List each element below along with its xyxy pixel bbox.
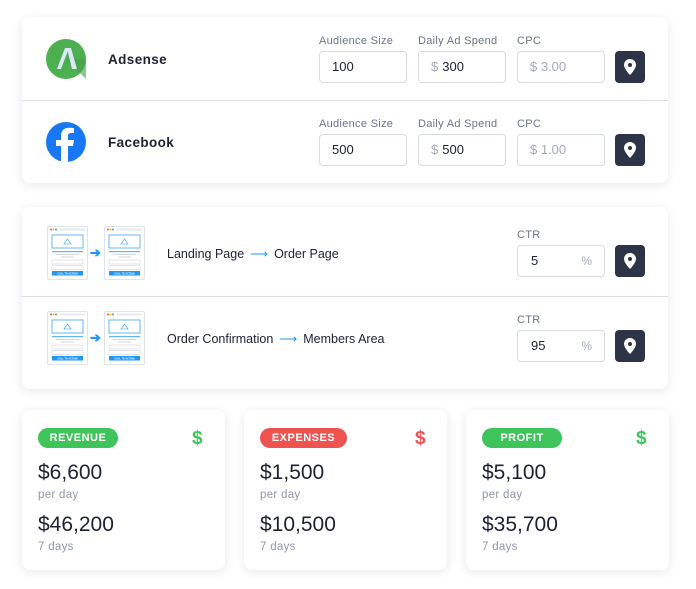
cta-label: CALL TO ACTION	[114, 358, 134, 361]
cpc-value: $ 3.00	[530, 59, 567, 74]
location-pin-button[interactable]	[615, 330, 645, 362]
page-mockup-image: CALL TO ACTION	[107, 228, 142, 276]
daily-ad-spend-label: Daily Ad Spend	[418, 118, 498, 130]
ctr-input[interactable]: 95%	[517, 330, 605, 362]
page-mockup-thumbnail: CALL TO ACTION	[47, 311, 88, 365]
spend-value: 500	[442, 142, 464, 157]
ctr-value: 5	[531, 253, 539, 268]
page-mockup-image: CALL TO ACTION	[50, 228, 85, 276]
weekly-amount: $46,200	[38, 513, 114, 536]
ctr-input[interactable]: 5%	[517, 245, 605, 277]
arrow-icon: ➔	[90, 245, 101, 260]
adsense-icon	[46, 39, 86, 79]
funnel-step-label: Landing Page ⟶ Order Page	[167, 246, 339, 261]
percent-suffix: %	[581, 254, 592, 268]
cpc-label: CPC	[517, 118, 542, 130]
page-mockup-thumbnail: CALL TO ACTION	[104, 311, 145, 365]
map-pin-icon	[624, 338, 636, 354]
daily-amount: $6,600	[38, 461, 103, 484]
weekly-label: 7 days	[260, 541, 296, 553]
daily-label: per day	[260, 489, 301, 501]
audience-value: 100	[332, 59, 354, 74]
currency-prefix: $	[431, 142, 439, 157]
cpc-input[interactable]: $ 1.00	[517, 134, 605, 166]
percent-suffix: %	[581, 339, 592, 353]
cta-label: CALL TO ACTION	[57, 358, 77, 361]
daily-ad-spend-input[interactable]: $500	[418, 134, 506, 166]
spend-value: 300	[442, 59, 464, 74]
arrow-icon: ⟶	[250, 247, 269, 261]
cta-label: CALL TO ACTION	[114, 273, 134, 276]
divider	[22, 100, 668, 101]
facebook-icon	[46, 122, 86, 162]
weekly-label: 7 days	[482, 541, 518, 553]
from-page: Landing Page	[167, 247, 245, 261]
dollar-icon: $	[192, 428, 203, 449]
currency-prefix: $	[431, 59, 439, 74]
ctr-label: CTR	[517, 229, 541, 241]
weekly-label: 7 days	[38, 541, 74, 553]
ctr-value: 95	[531, 338, 546, 353]
weekly-amount: $10,500	[260, 513, 336, 536]
ctr-label: CTR	[517, 314, 541, 326]
cpc-value: $ 1.00	[530, 142, 567, 157]
from-page: Order Confirmation	[167, 332, 274, 346]
dollar-icon: $	[636, 428, 647, 449]
revenue-badge: REVENUE	[38, 428, 118, 448]
traffic-sources-card: Adsense Audience Size 100 Daily Ad Spend…	[22, 17, 668, 183]
cpc-input[interactable]: $ 3.00	[517, 51, 605, 83]
to-page: Members Area	[303, 332, 385, 346]
location-pin-button[interactable]	[615, 134, 645, 166]
daily-amount: $5,100	[482, 461, 547, 484]
source-name: Facebook	[108, 135, 175, 150]
source-name: Adsense	[108, 52, 168, 67]
map-pin-icon	[624, 59, 636, 75]
daily-label: per day	[482, 489, 523, 501]
audience-size-input[interactable]: 500	[319, 134, 407, 166]
daily-label: per day	[38, 489, 79, 501]
daily-ad-spend-input[interactable]: $300	[418, 51, 506, 83]
cpc-label: CPC	[517, 35, 542, 47]
map-pin-icon	[624, 142, 636, 158]
audience-size-label: Audience Size	[319, 118, 394, 130]
expenses-badge: EXPENSES	[260, 428, 347, 448]
arrow-icon: ⟶	[279, 332, 298, 346]
page-mockup-thumbnail: CALL TO ACTION	[104, 226, 145, 280]
funnel-step-label: Order Confirmation ⟶ Members Area	[167, 331, 385, 346]
location-pin-button[interactable]	[615, 51, 645, 83]
weekly-amount: $35,700	[482, 513, 558, 536]
summary-card-expenses: EXPENSES $ $1,500 per day $10,500 7 days	[244, 410, 447, 570]
page-mockup-image: CALL TO ACTION	[50, 313, 85, 361]
daily-ad-spend-label: Daily Ad Spend	[418, 35, 498, 47]
audience-value: 500	[332, 142, 354, 157]
audience-size-input[interactable]: 100	[319, 51, 407, 83]
cta-label: CALL TO ACTION	[57, 273, 77, 276]
map-pin-icon	[624, 253, 636, 269]
divider	[22, 296, 668, 297]
audience-size-label: Audience Size	[319, 35, 394, 47]
summary-card-profit: PROFIT $ $5,100 per day $35,700 7 days	[466, 410, 669, 570]
page-mockup-thumbnail: CALL TO ACTION	[47, 226, 88, 280]
daily-amount: $1,500	[260, 461, 325, 484]
arrow-icon: ➔	[90, 330, 101, 345]
page-mockup-image: CALL TO ACTION	[107, 313, 142, 361]
summary-card-revenue: REVENUE $ $6,600 per day $46,200 7 days	[22, 410, 225, 570]
to-page: Order Page	[274, 247, 339, 261]
profit-badge: PROFIT	[482, 428, 562, 448]
dollar-icon: $	[415, 428, 426, 449]
location-pin-button[interactable]	[615, 245, 645, 277]
